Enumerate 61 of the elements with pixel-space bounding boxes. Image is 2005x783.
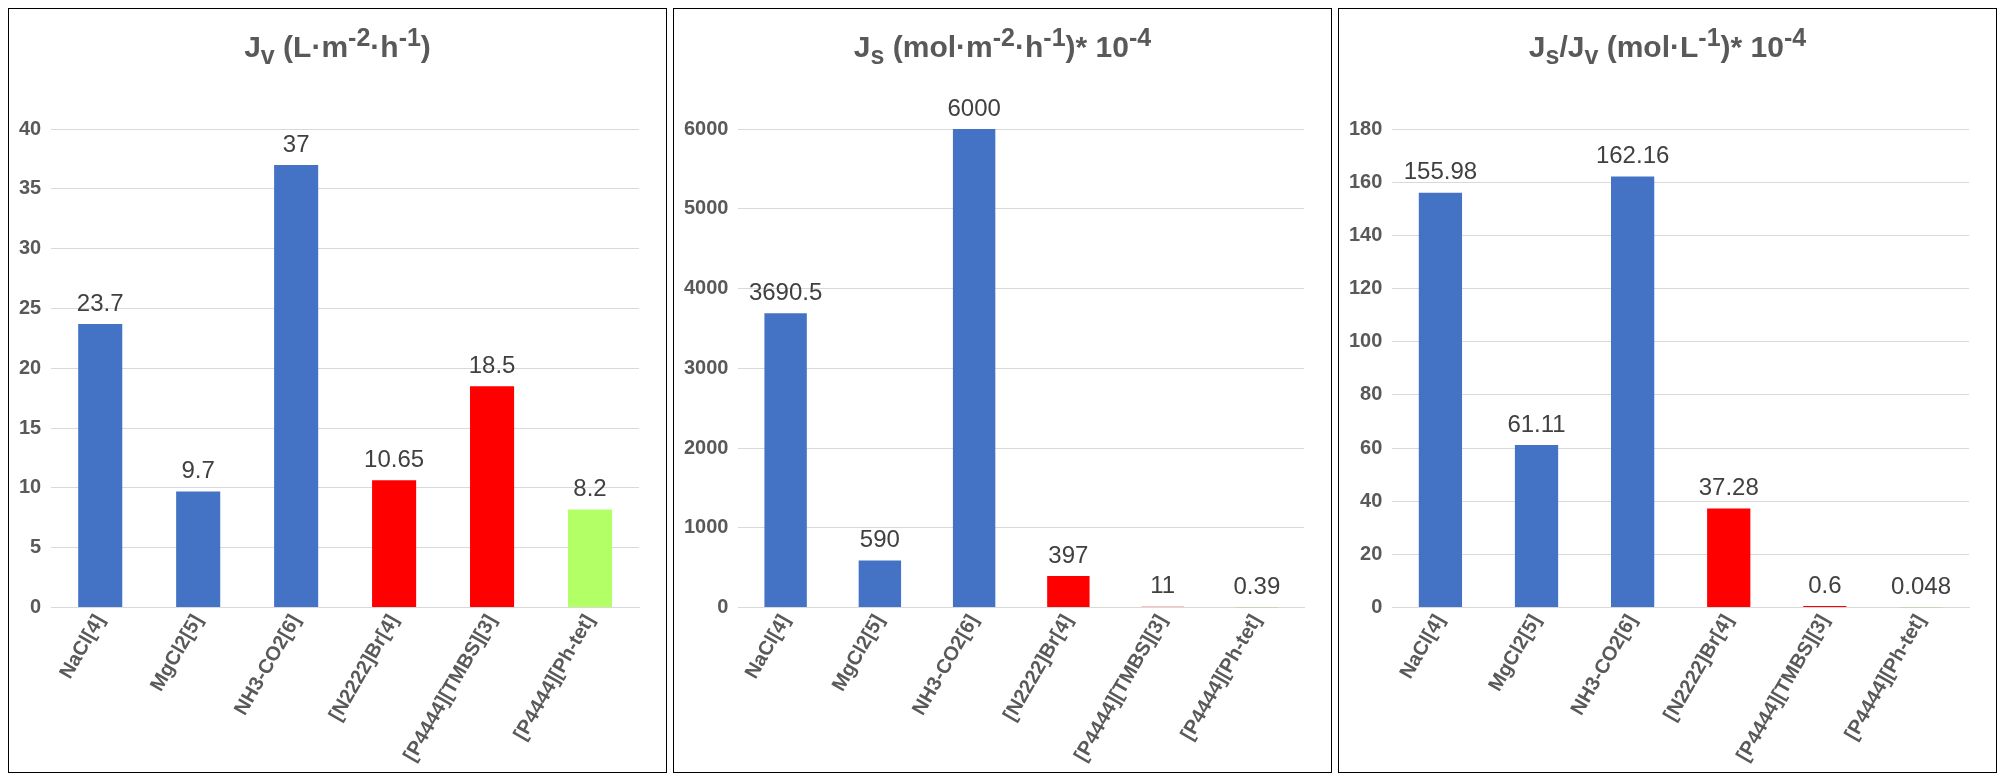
y-tick-label: 120: [1348, 276, 1383, 299]
bar: [567, 509, 613, 608]
bar: [1047, 575, 1090, 608]
data-label: 162.16: [1595, 141, 1670, 169]
y-tick-label: 2000: [683, 435, 729, 458]
data-label: 37.28: [1698, 473, 1759, 501]
bar: [1707, 508, 1751, 608]
y-tick-label: 0: [30, 595, 42, 618]
y-tick-label: 40: [1360, 488, 1383, 511]
y-tick-label: 0: [717, 595, 729, 618]
data-label: 6000: [947, 93, 1001, 121]
data-label: 61.11: [1507, 409, 1566, 437]
y-tick-label: 40: [19, 116, 42, 139]
data-label: 590: [859, 525, 900, 553]
bar: [372, 480, 417, 608]
data-label: 18.5: [468, 350, 516, 378]
data-label: 37: [282, 129, 310, 157]
bar: [470, 386, 515, 608]
data-label: 0.39: [1233, 572, 1281, 600]
y-tick-label: 140: [1348, 222, 1383, 245]
data-label: 0.048: [1890, 572, 1951, 600]
data-label: 23.7: [76, 288, 124, 316]
chart-title: J$_{v}$ (L·m$^{-2}$·h$^{-1}$): [243, 22, 432, 71]
data-label: 10.65: [364, 444, 425, 472]
data-label: 397: [1048, 540, 1089, 568]
y-tick-label: 6000: [683, 116, 729, 139]
y-tick-label: 30: [19, 236, 42, 259]
y-tick-label: 35: [19, 176, 42, 199]
bar: [1611, 176, 1655, 608]
bar: [176, 491, 221, 608]
data-label: 3690.5: [748, 277, 823, 305]
y-tick-label: 160: [1348, 169, 1383, 192]
data-label: 155.98: [1403, 157, 1478, 185]
bar: [764, 313, 807, 608]
bar: [1418, 192, 1463, 608]
y-tick-label: 180: [1348, 116, 1383, 139]
bar: [952, 129, 996, 608]
y-tick-label: 25: [19, 295, 42, 318]
y-tick-label: 5: [30, 535, 42, 558]
y-tick-label: 3000: [683, 355, 729, 378]
data-label: 8.2: [573, 474, 607, 502]
y-tick-label: 1000: [683, 515, 729, 538]
y-tick-label: 20: [1360, 541, 1383, 564]
y-tick-label: 4000: [683, 276, 729, 299]
bar: [78, 324, 123, 608]
bar: [858, 560, 902, 608]
y-tick-label: 80: [1360, 382, 1383, 405]
y-tick-label: 20: [19, 355, 42, 378]
chart-title: J$_{s}$/J$_{v}$ (mol·L$^{-1}$)* 10$^{-4}$: [1527, 22, 1808, 71]
data-label: 0.6: [1808, 570, 1842, 598]
y-tick-label: 10: [19, 475, 42, 498]
chart-title: J$_{s}$ (mol·m$^{-2}$·h$^{-1}$)* 10$^{-4}$: [852, 22, 1153, 71]
bar: [274, 164, 319, 608]
data-label: 9.7: [181, 456, 215, 484]
y-tick-label: 60: [1360, 435, 1383, 458]
y-tick-label: 0: [1371, 595, 1383, 618]
bar: [1514, 445, 1559, 608]
y-tick-label: 5000: [683, 196, 729, 219]
data-label: 11: [1150, 571, 1176, 599]
y-tick-label: 100: [1348, 329, 1383, 352]
y-tick-label: 15: [19, 415, 42, 438]
